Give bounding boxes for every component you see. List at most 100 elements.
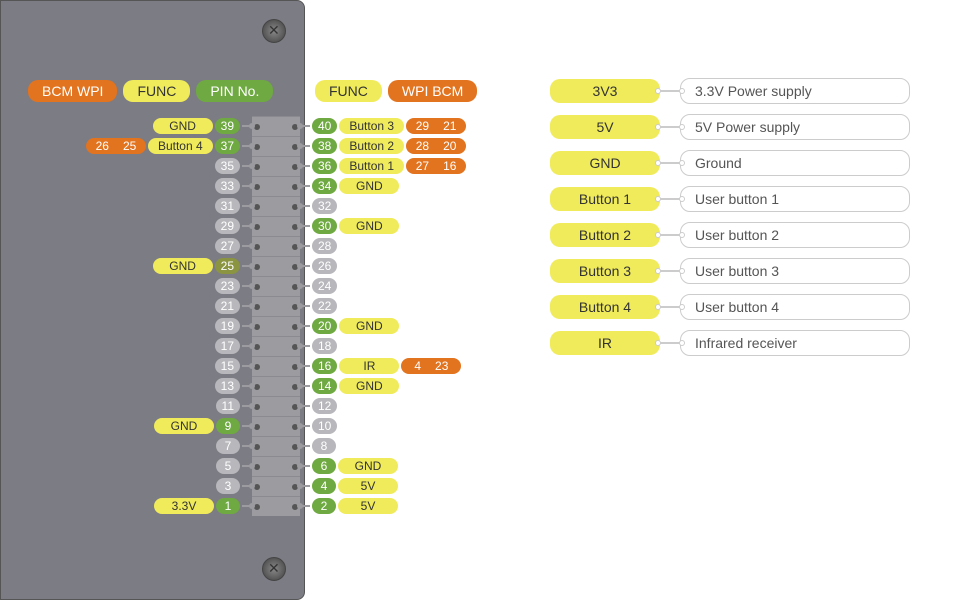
screw-icon — [262, 19, 286, 43]
pin-number: 28 — [312, 238, 337, 254]
legend-row: Button 2 User button 2 — [550, 222, 950, 248]
pin-row-left: 29 — [215, 216, 252, 236]
pin-row-left: 21 — [215, 296, 252, 316]
legend-connector — [660, 342, 680, 344]
pin-func: IR — [339, 358, 399, 374]
pin-number: 16 — [312, 358, 337, 374]
pin-number: 1 — [216, 498, 240, 514]
legend-connector — [660, 234, 680, 236]
pin-row-left: 31 — [215, 196, 252, 216]
pin-row-right: 40Button 32921 — [300, 116, 466, 136]
pin-row-left: 5 — [216, 456, 252, 476]
pin-number: 15 — [215, 358, 240, 374]
pin-number: 12 — [312, 398, 337, 414]
legend-row: Button 3 User button 3 — [550, 258, 950, 284]
pin-row-right: 20GND — [300, 316, 399, 336]
legend-key: 3V3 — [550, 79, 660, 103]
pin-wpi-bcm: 2921 — [406, 118, 466, 134]
legend-desc: 3.3V Power supply — [680, 78, 910, 104]
pin-number: 38 — [312, 138, 337, 154]
legend-desc: User button 4 — [680, 294, 910, 320]
pin-number: 19 — [215, 318, 240, 334]
legend-connector — [660, 270, 680, 272]
pin-func: 5V — [338, 498, 398, 514]
pin-number: 2 — [312, 498, 336, 514]
pin-row-left: 13.3V — [154, 496, 252, 516]
legend-connector — [660, 126, 680, 128]
header-pill: FUNC — [123, 80, 190, 102]
pin-header-block — [252, 116, 300, 516]
pin-row-right: 34GND — [300, 176, 399, 196]
pin-row-left: 11 — [216, 396, 252, 416]
pin-number: 30 — [312, 218, 337, 234]
legend-key: Button 3 — [550, 259, 660, 283]
pin-func: 5V — [338, 478, 398, 494]
legend-key: Button 1 — [550, 187, 660, 211]
pin-func: Button 2 — [339, 138, 404, 154]
pin-number: 9 — [216, 418, 240, 434]
pin-number: 3 — [216, 478, 240, 494]
pin-func: GND — [338, 458, 398, 474]
pin-number: 23 — [215, 278, 240, 294]
pin-row-right: 16IR423 — [300, 356, 461, 376]
legend-connector — [660, 198, 680, 200]
pin-row-left: 7 — [216, 436, 252, 456]
legend-row: Button 4 User button 4 — [550, 294, 950, 320]
pin-row-right: 18 — [300, 336, 337, 356]
pin-number: 24 — [312, 278, 337, 294]
pin-number: 22 — [312, 298, 337, 314]
pin-func: GND — [153, 118, 213, 134]
pin-row-left: 27 — [215, 236, 252, 256]
pin-number: 25 — [215, 258, 240, 274]
pin-row-left: 13 — [215, 376, 252, 396]
pin-row-right: 25V — [300, 496, 398, 516]
pin-func: Button 3 — [339, 118, 404, 134]
pin-row-right: 12 — [300, 396, 337, 416]
legend: 3V3 3.3V Power supply 5V 5V Power supply G… — [550, 78, 950, 366]
pin-row-left: 33 — [215, 176, 252, 196]
pin-row-left: 35 — [215, 156, 252, 176]
pin-wpi-bcm: 2625 — [86, 138, 146, 154]
pin-number: 40 — [312, 118, 337, 134]
header-pill: WPI BCM — [388, 80, 477, 102]
legend-desc: User button 2 — [680, 222, 910, 248]
legend-desc: User button 1 — [680, 186, 910, 212]
legend-key: 5V — [550, 115, 660, 139]
pin-row-right: 26 — [300, 256, 337, 276]
pin-row-left: 17 — [215, 336, 252, 356]
legend-key: GND — [550, 151, 660, 175]
legend-connector — [660, 90, 680, 92]
pin-func: GND — [154, 418, 214, 434]
legend-key: Button 4 — [550, 295, 660, 319]
pin-row-right: 28 — [300, 236, 337, 256]
pin-func: GND — [153, 258, 213, 274]
pin-row-left: 39GND — [153, 116, 252, 136]
legend-key: Button 2 — [550, 223, 660, 247]
header-pill: FUNC — [315, 80, 382, 102]
pin-number: 5 — [216, 458, 240, 474]
legend-desc: 5V Power supply — [680, 114, 910, 140]
pin-number: 20 — [312, 318, 337, 334]
pin-row-right: 22 — [300, 296, 337, 316]
pin-func: GND — [339, 218, 399, 234]
pin-func: 3.3V — [154, 498, 214, 514]
pin-number: 21 — [215, 298, 240, 314]
pin-func: Button 4 — [148, 138, 213, 154]
pin-number: 36 — [312, 158, 337, 174]
pin-number: 35 — [215, 158, 240, 174]
legend-connector — [660, 162, 680, 164]
legend-desc: User button 3 — [680, 258, 910, 284]
pin-number: 33 — [215, 178, 240, 194]
legend-row: GND Ground — [550, 150, 950, 176]
screw-icon — [262, 557, 286, 581]
legend-row: 5V 5V Power supply — [550, 114, 950, 140]
pin-number: 4 — [312, 478, 336, 494]
pin-row-right: 8 — [300, 436, 336, 456]
pin-number: 18 — [312, 338, 337, 354]
pin-row-left: 19 — [215, 316, 252, 336]
pin-number: 32 — [312, 198, 337, 214]
pin-row-right: 24 — [300, 276, 337, 296]
pin-row-right: 45V — [300, 476, 398, 496]
pin-row-right: 36Button 12716 — [300, 156, 466, 176]
legend-desc: Ground — [680, 150, 910, 176]
